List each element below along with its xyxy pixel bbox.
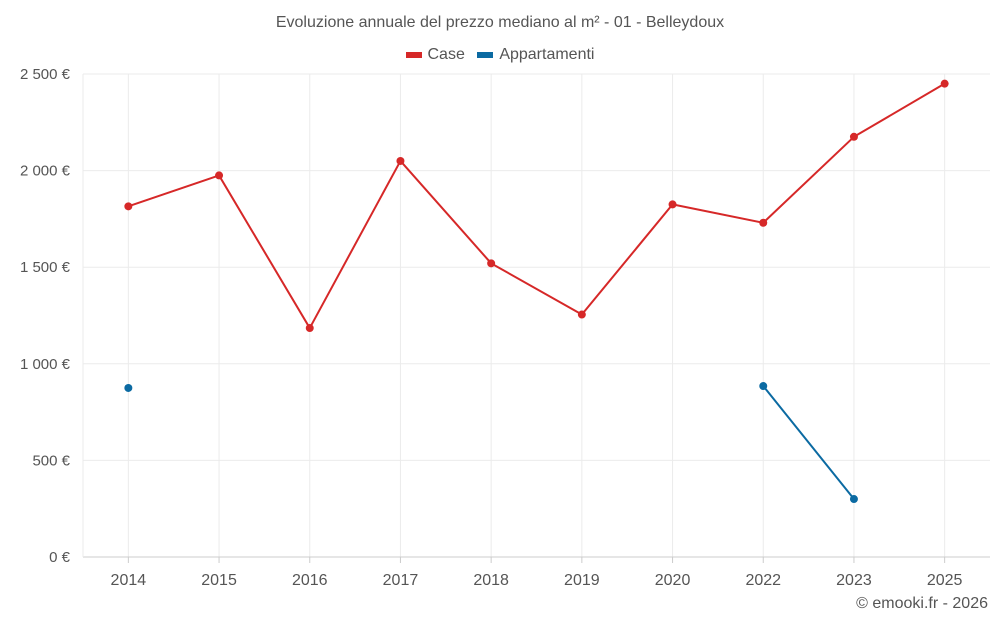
y-tick-label: 0 € <box>49 549 71 566</box>
x-tick-label: 2016 <box>292 572 328 589</box>
y-tick-label: 500 € <box>32 452 70 469</box>
data-point-appartamenti <box>849 495 858 504</box>
y-tick-label: 1 000 € <box>20 356 71 373</box>
y-tick-label: 1 500 € <box>20 259 71 276</box>
series-line-case <box>852 82 946 138</box>
data-point-case <box>305 324 314 333</box>
x-tick-label: 2018 <box>473 572 509 589</box>
series-line-case <box>490 262 583 316</box>
legend: Case Appartamenti <box>0 45 1000 64</box>
data-point-case <box>577 310 586 319</box>
x-tick-label: 2022 <box>745 572 781 589</box>
data-point-appartamenti <box>759 382 768 391</box>
series-layer <box>124 79 949 504</box>
x-tick-label: 2025 <box>927 572 963 589</box>
series-line-case <box>308 159 402 330</box>
legend-label-case: Case <box>427 46 465 63</box>
data-point-case <box>849 132 858 141</box>
legend-swatch-appartamenti <box>477 52 494 58</box>
series-line-appartamenti <box>762 385 855 501</box>
data-point-case <box>940 79 949 88</box>
x-tick-label: 2014 <box>111 572 147 589</box>
x-tick-label: 2019 <box>564 572 600 589</box>
data-point-case <box>396 156 405 165</box>
data-point-case <box>487 259 496 268</box>
legend-item-case[interactable]: Case <box>405 46 465 64</box>
x-tick-label: 2020 <box>655 572 691 589</box>
copyright-watermark: © emooki.fr - 2026 <box>856 595 988 612</box>
data-point-case <box>124 202 133 211</box>
series-line-case <box>580 203 674 316</box>
data-point-appartamenti <box>124 383 133 392</box>
axis-layer: 0 € 500 € 1 000 € 1 500 € 2 000 € 2 500 € 2014… <box>20 66 990 589</box>
series-line-case <box>671 203 765 224</box>
data-point-case <box>668 200 677 209</box>
chart-title: Evoluzione annuale del prezzo mediano al… <box>275 14 725 31</box>
data-point-case <box>759 218 768 227</box>
legend-label-appartamenti: Appartamenti <box>499 46 595 63</box>
data-point-case <box>215 171 224 180</box>
legend-swatch-case <box>405 52 422 58</box>
x-tick-label: 2017 <box>383 572 419 589</box>
series-line-case <box>399 159 493 265</box>
x-tick-label: 2015 <box>201 572 237 589</box>
series-line-case <box>218 174 311 330</box>
legend-item-appartamenti[interactable]: Appartamenti <box>477 46 594 64</box>
grid-layer <box>83 73 990 557</box>
series-line-case <box>762 135 855 224</box>
y-tick-label: 2 500 € <box>20 66 71 83</box>
series-line-case <box>127 174 221 208</box>
x-tick-label: 2023 <box>836 572 872 589</box>
y-tick-label: 2 000 € <box>20 163 71 180</box>
